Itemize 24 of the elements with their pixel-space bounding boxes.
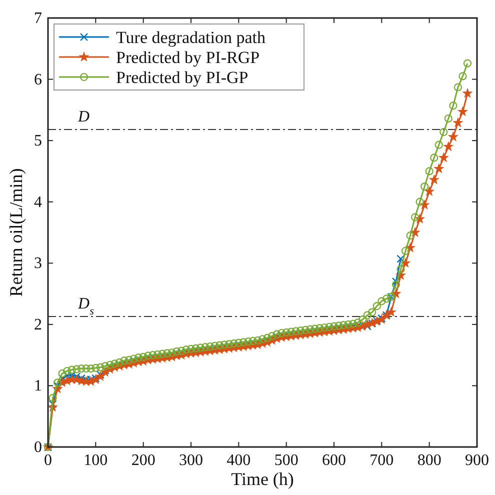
y-tick-label: 2 [34, 316, 42, 334]
x-tick-label: 300 [179, 452, 203, 469]
x-tick-label: 600 [322, 452, 346, 469]
y-tick-label: 6 [34, 71, 42, 88]
legend-label: Ture degradation path [116, 28, 266, 47]
legend-label: Predicted by PI-RGP [116, 48, 260, 67]
ref-line-label: D [77, 108, 90, 126]
x-tick-label: 500 [274, 452, 298, 469]
y-tick-label: 5 [34, 132, 42, 150]
x-tick-label: 200 [131, 452, 156, 469]
y-axis-title: Return oil(L/min) [6, 168, 26, 297]
y-tick-label: 3 [34, 255, 42, 272]
ref-line-label: D$_{s}$ [77, 295, 95, 318]
x-tick-label: 100 [84, 452, 108, 469]
x-tick-label: 800 [417, 452, 442, 469]
x-axis-title: Time (h) [231, 469, 294, 489]
x-tick-label: 900 [465, 452, 489, 469]
x-tick-label: 700 [370, 452, 394, 469]
x-tick-label: 400 [226, 452, 251, 469]
y-tick-label: 4 [34, 194, 42, 211]
y-tick-label: 7 [34, 10, 42, 27]
y-tick-label: 1 [34, 378, 42, 395]
y-tick-label: 0 [34, 439, 42, 456]
legend-label: Predicted by PI-GP [116, 68, 248, 87]
